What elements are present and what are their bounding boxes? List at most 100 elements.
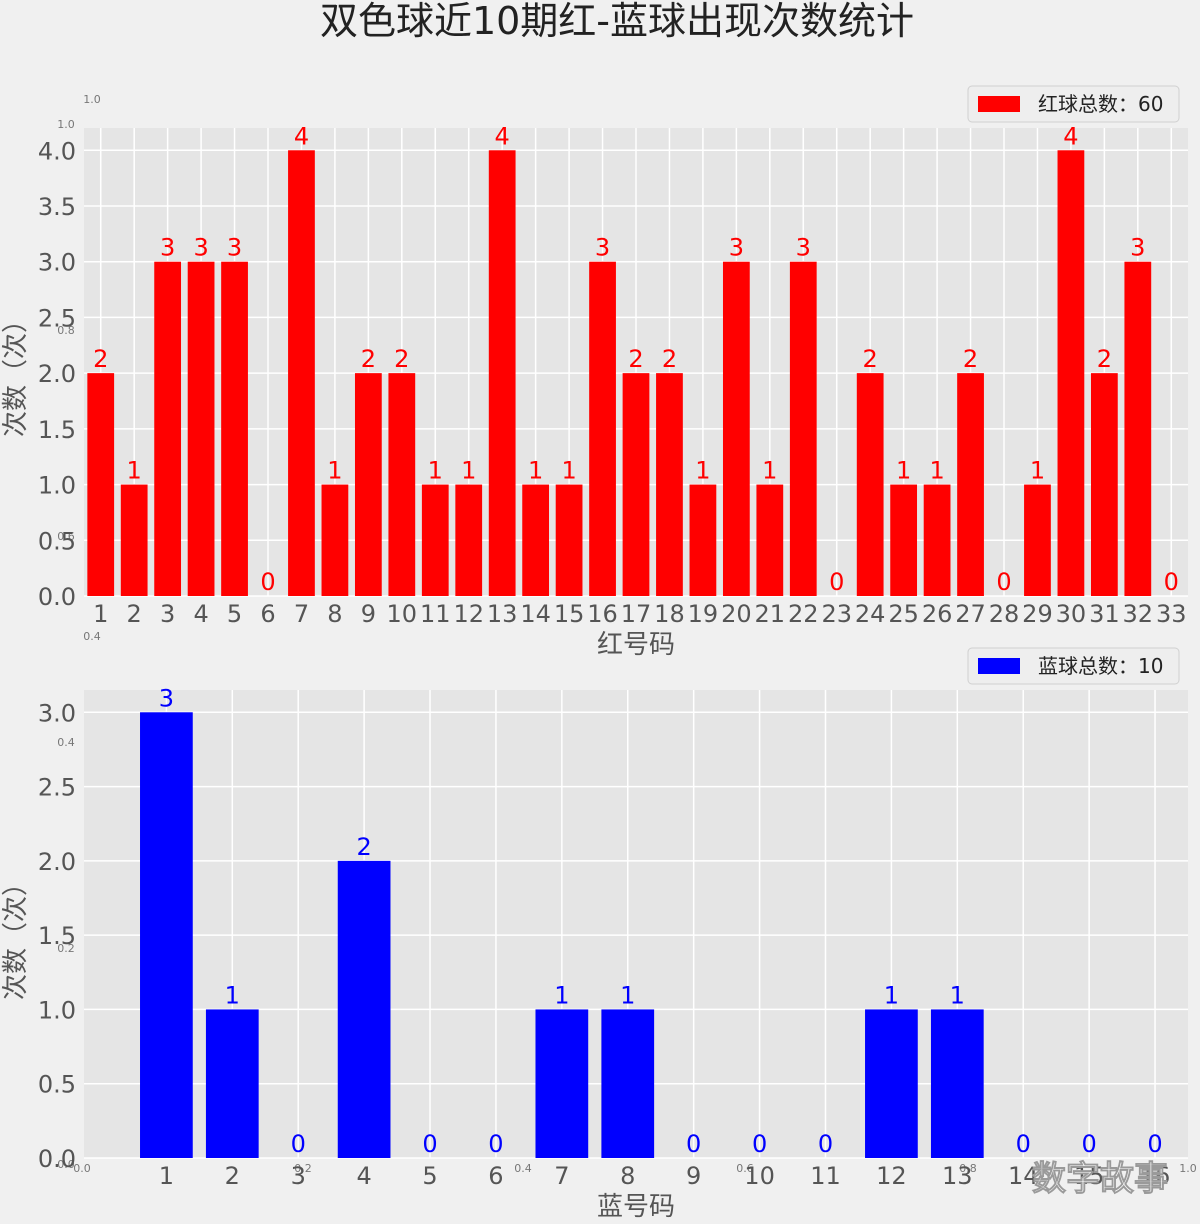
ghost-axis-label: 0.8 [57,324,75,337]
y-tick-label: 3.0 [38,249,76,277]
bar-value-label: 0 [829,568,844,596]
x-tick-label: 9 [686,1162,701,1190]
x-tick-label: 31 [1089,600,1120,628]
bar-value-label: 0 [1147,1130,1162,1158]
legend-box [967,647,1180,685]
x-tick-label: 27 [955,600,986,628]
bar [756,484,784,596]
x-tick-label: 7 [294,600,309,628]
x-tick-label: 14 [1008,1162,1039,1190]
bar [865,1009,918,1158]
y-tick-label: 2.5 [38,304,76,332]
bar-value-label: 1 [896,457,911,485]
y-tick-label: 1.0 [38,996,76,1024]
bar-value-label: 1 [127,457,142,485]
x-tick-label: 5 [227,600,242,628]
y-tick-label: 4.0 [38,137,76,165]
x-tick-label: 21 [755,600,786,628]
bar [455,484,483,596]
ghost-axis-label: 0.8 [959,1162,977,1175]
x-tick-label: 30 [1056,600,1087,628]
legend-swatch [978,658,1020,674]
y-tick-label: 1.0 [38,472,76,500]
x-tick-label: 1 [93,600,108,628]
bar [120,484,148,596]
bar-value-label: 0 [1164,568,1179,596]
bar [555,484,583,596]
y-tick-label: 0.0 [38,583,76,611]
y-tick-label: 2.5 [38,774,76,802]
bar-value-label: 0 [1016,1130,1031,1158]
bar-value-label: 3 [160,234,175,262]
x-tick-label: 20 [721,600,752,628]
x-tick-label: 2 [225,1162,240,1190]
bar-value-label: 2 [963,345,978,373]
bar [87,373,115,596]
bar-value-label: 0 [686,1130,701,1158]
y-tick-label: 3.5 [38,193,76,221]
x-tick-label: 25 [888,600,919,628]
bar-value-label: 2 [361,345,376,373]
bar-value-label: 2 [394,345,409,373]
x-tick-label: 10 [387,600,418,628]
bar-value-label: 0 [488,1130,503,1158]
bar-value-label: 0 [752,1130,767,1158]
bar [1024,484,1051,596]
bar [187,261,215,596]
y-tick-label: 1.5 [38,922,76,950]
bar-value-label: 0 [996,568,1011,596]
x-tick-label: 13 [487,600,518,628]
x-tick-label: 8 [620,1162,635,1190]
x-tick-label: 23 [821,600,852,628]
bar [354,373,382,596]
ghost-axis-label: 0.4 [514,1162,532,1175]
bar [154,261,182,596]
bar-value-label: 3 [227,234,242,262]
bar [856,373,884,596]
x-tick-label: 8 [327,600,342,628]
bar [288,150,315,597]
x-tick-label: 22 [788,600,819,628]
bar-value-label: 3 [796,234,811,262]
bar [535,1009,589,1158]
bar-value-label: 4 [1063,122,1078,150]
ghost-axis-label: 0.2 [294,1162,312,1175]
x-tick-label: 4 [193,600,208,628]
x-tick-label: 15 [554,600,585,628]
x-tick-label: 4 [356,1162,371,1190]
y-tick-label: 3.0 [38,699,76,727]
bar-value-label: 1 [528,457,543,485]
x-tick-label: 12 [453,600,484,628]
bar [421,484,449,596]
y-tick-label: 0.5 [38,527,76,555]
bar-value-label: 2 [662,345,677,373]
bar-value-label: 4 [294,122,309,150]
bar-value-label: 3 [159,684,174,712]
chart-title: 双色球近10期红-蓝球出现次数统计 [320,0,914,43]
bar [321,484,349,596]
bar [205,1009,259,1158]
bar-value-label: 0 [422,1130,437,1158]
x-tick-label: 1 [159,1162,174,1190]
bar [488,150,516,597]
y-axis-label: 次数（次） [1,870,31,1000]
bar-value-label: 1 [461,457,476,485]
bar [622,373,650,596]
bar-value-label: 3 [1130,234,1145,262]
bar [221,261,248,596]
bar [337,860,391,1158]
ghost-axis-label: 0.0 [73,1162,91,1175]
bar [789,261,817,596]
y-tick-label: 0.0 [38,1145,76,1173]
bar [957,373,984,596]
x-tick-label: 3 [291,1162,306,1190]
x-tick-label: 19 [688,600,719,628]
x-tick-label: 33 [1156,600,1187,628]
bar-value-label: 2 [1097,345,1112,373]
ghost-axis-label: 0.6 [57,530,75,543]
x-tick-label: 16 [1140,1162,1171,1190]
bar-value-label: 2 [93,345,108,373]
ghost-axis-label: 0.6 [736,1162,754,1175]
